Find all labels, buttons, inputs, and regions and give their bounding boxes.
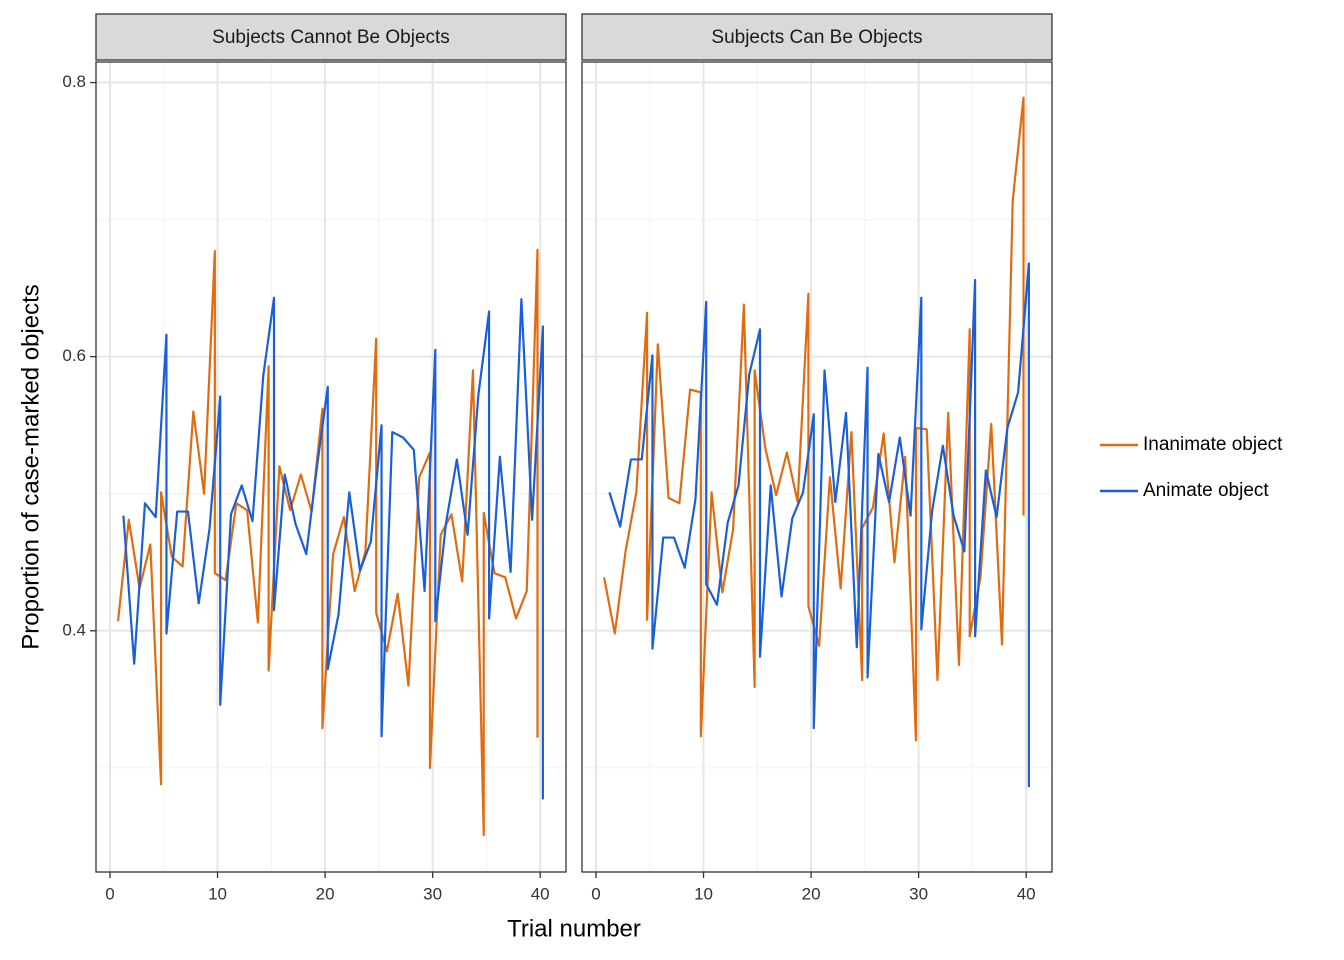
series-line xyxy=(122,296,544,800)
x-axis-label: Trial number xyxy=(507,915,641,942)
series-line xyxy=(608,262,1030,788)
panel-background xyxy=(96,62,566,872)
facet-strip xyxy=(581,13,1053,61)
facet-title: Subjects Can Be Objects xyxy=(711,27,922,48)
x-tick-label: 30 xyxy=(423,884,442,903)
x-tick-label: 20 xyxy=(316,884,335,903)
y-tick-label: 0.8 xyxy=(62,72,86,91)
facet-strip xyxy=(95,13,567,61)
panel-border xyxy=(95,61,567,873)
x-tick-label: 10 xyxy=(208,884,227,903)
x-tick-label: 0 xyxy=(105,884,114,903)
x-tick-label: 10 xyxy=(694,884,713,903)
x-tick-label: 0 xyxy=(591,884,600,903)
y-axis-label: Proportion of case-marked objects xyxy=(17,284,44,650)
panel-border xyxy=(581,61,1053,873)
y-tick-label: 0.6 xyxy=(62,346,86,365)
x-tick-label: 40 xyxy=(531,884,550,903)
y-tick-label: 0.4 xyxy=(62,620,86,639)
x-tick-label: 30 xyxy=(909,884,928,903)
x-tick-label: 40 xyxy=(1017,884,1036,903)
x-tick-label: 20 xyxy=(802,884,821,903)
legend-label: Inanimate object xyxy=(1143,434,1283,455)
panel-background xyxy=(582,62,1052,872)
legend-label: Animate object xyxy=(1143,480,1269,501)
facet-title: Subjects Cannot Be Objects xyxy=(212,27,450,48)
